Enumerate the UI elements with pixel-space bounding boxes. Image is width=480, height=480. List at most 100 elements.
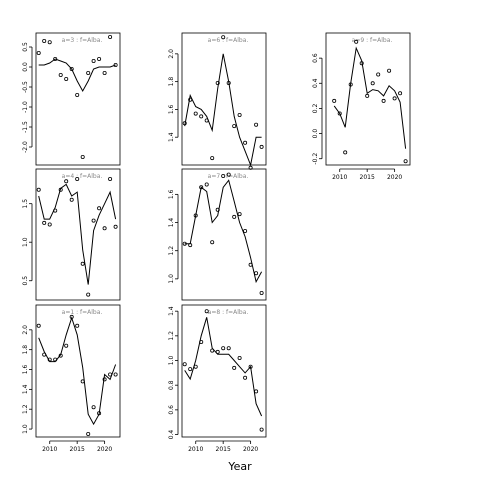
panel-frame — [35, 304, 121, 438]
data-point — [97, 57, 102, 62]
data-point — [113, 63, 118, 68]
y-tick-label: 0.6 — [168, 405, 175, 415]
data-point — [113, 224, 118, 229]
data-point — [348, 82, 353, 87]
data-point — [47, 222, 52, 227]
panel-frame — [35, 168, 121, 301]
data-point — [75, 176, 80, 181]
y-tick-label: 1.6 — [22, 365, 29, 375]
data-point — [69, 314, 74, 319]
y-tick-label: 1.5 — [22, 199, 29, 209]
y-tick-label: -2.0 — [22, 141, 29, 153]
data-point — [215, 81, 220, 86]
data-point — [193, 111, 198, 116]
y-tick-label: 1.2 — [22, 404, 29, 414]
data-point — [53, 357, 58, 362]
data-point — [204, 182, 209, 187]
data-point — [42, 352, 47, 357]
data-point — [254, 271, 259, 276]
data-point — [354, 39, 359, 44]
data-point — [69, 67, 74, 72]
data-point — [69, 197, 74, 202]
panel-frame — [181, 32, 267, 166]
data-point — [259, 144, 264, 149]
data-point — [221, 346, 226, 351]
y-tick-label: 1.8 — [168, 77, 175, 87]
data-point — [42, 39, 47, 44]
data-point — [254, 122, 259, 127]
data-point — [237, 355, 242, 360]
data-point — [370, 81, 375, 86]
panel-label: a=7 : f=Alba. — [208, 173, 249, 180]
x-tick-label: 2010 — [188, 446, 203, 453]
data-point — [86, 431, 91, 436]
data-point — [226, 346, 231, 351]
x-tick-label: 2020 — [243, 446, 258, 453]
x-tick-label: 2015 — [360, 174, 375, 181]
data-point — [108, 35, 113, 40]
data-point — [359, 61, 364, 66]
data-point — [199, 114, 204, 119]
y-tick-label: 0.6 — [312, 53, 319, 63]
x-tick-label: 2010 — [332, 174, 347, 181]
y-tick-label: -1.5 — [22, 121, 29, 133]
data-point — [193, 364, 198, 369]
panel-label: a=6 : f=Alba. — [208, 37, 249, 44]
data-point — [36, 323, 41, 328]
panel-4: 0.5 1.0 1.5 a=4 : f=Alba. — [22, 168, 121, 301]
data-point — [80, 261, 85, 266]
data-point — [97, 411, 102, 416]
fitted-line — [38, 58, 116, 93]
data-point — [243, 228, 248, 233]
panel-label: a=3 : f=Alba. — [62, 37, 103, 44]
panel-frame — [325, 32, 411, 166]
y-tick-label: 1.4 — [168, 306, 175, 316]
data-point — [86, 71, 91, 76]
data-point — [254, 389, 259, 394]
data-point — [64, 77, 69, 82]
y-tick-label: 1.0 — [168, 356, 175, 366]
data-point — [215, 349, 220, 354]
data-point — [387, 68, 392, 73]
data-point — [91, 405, 96, 410]
y-tick-label: -1.0 — [22, 101, 29, 113]
y-tick-label: 1.8 — [22, 345, 29, 355]
data-point — [210, 348, 215, 353]
data-point — [182, 362, 187, 367]
x-tick-label: 2020 — [97, 446, 112, 453]
data-point — [221, 173, 226, 178]
data-point — [243, 375, 248, 380]
y-tick-label: 0.0 — [312, 129, 319, 139]
data-point — [58, 353, 63, 358]
y-tick-label: 2.0 — [168, 49, 175, 59]
data-point — [58, 187, 63, 192]
fitted-line — [184, 179, 263, 284]
y-tick-label: -0.2 — [312, 153, 319, 165]
data-point — [80, 379, 85, 384]
data-point — [58, 73, 63, 78]
data-point — [232, 365, 237, 370]
data-point — [91, 218, 96, 223]
data-point — [97, 206, 102, 211]
x-axis-title: Year — [227, 460, 252, 473]
data-point — [182, 121, 187, 126]
fitted-line — [184, 317, 263, 417]
data-point — [332, 98, 337, 103]
panel-frame — [181, 304, 267, 438]
data-point — [42, 220, 47, 225]
data-point — [53, 208, 58, 213]
panel-7: 0.4 0.6 0.8 1.0 1.2 1.4 2010 2015 2020 a=8 : f=Al… — [168, 304, 267, 453]
data-point — [398, 91, 403, 96]
data-point — [36, 51, 41, 56]
y-tick-label: 0.4 — [312, 78, 319, 88]
y-tick-label: 1.0 — [22, 237, 29, 247]
data-point — [248, 364, 253, 369]
data-point — [215, 207, 220, 212]
data-point — [75, 93, 80, 98]
data-point — [188, 367, 193, 372]
y-tick-label: 0.0 — [22, 62, 29, 72]
data-point — [182, 241, 187, 246]
y-tick-label: 0.5 — [22, 276, 29, 286]
x-tick-label: 2015 — [216, 446, 231, 453]
y-tick-label: 1.0 — [168, 274, 175, 284]
